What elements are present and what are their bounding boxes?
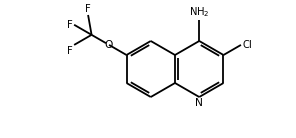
Text: Cl: Cl — [242, 40, 252, 50]
Text: F: F — [67, 46, 73, 56]
Text: F: F — [85, 4, 91, 14]
Text: NH$_2$: NH$_2$ — [189, 5, 210, 18]
Text: N: N — [195, 98, 203, 108]
Text: O: O — [105, 40, 113, 50]
Text: F: F — [67, 20, 73, 30]
